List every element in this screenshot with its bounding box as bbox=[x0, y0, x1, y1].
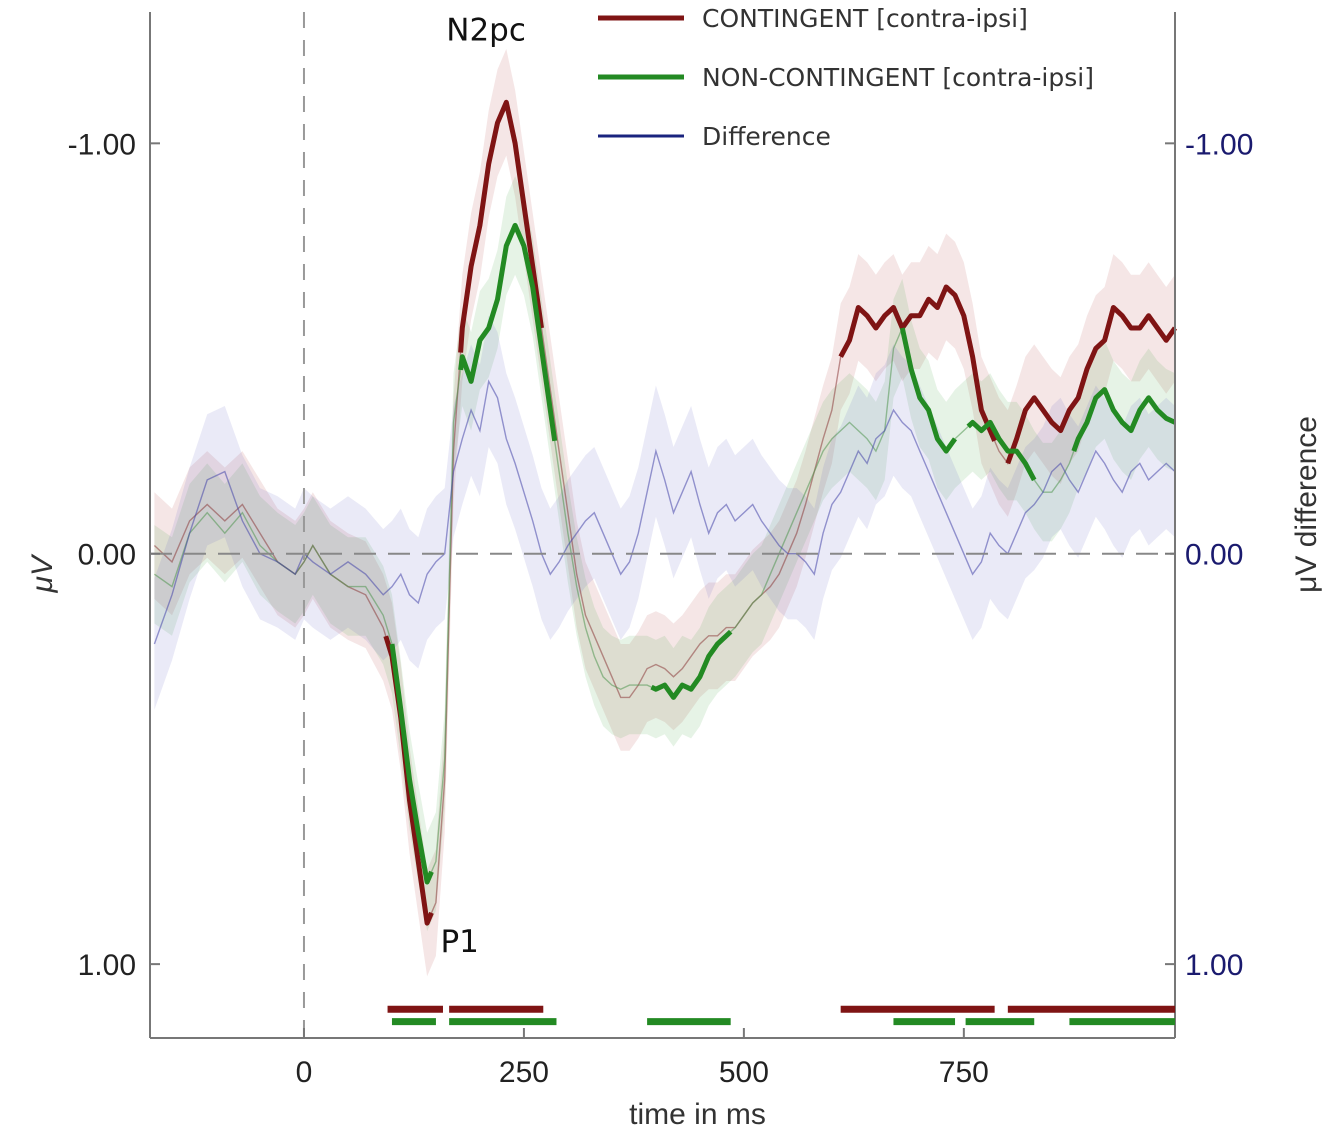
annotation-p1: P1 bbox=[440, 924, 478, 960]
y-tick-label-left: 1.00 bbox=[78, 949, 136, 982]
x-tick-label: 500 bbox=[719, 1056, 769, 1089]
noncontingent-significant-segment bbox=[966, 419, 1037, 482]
confidence-bands bbox=[154, 48, 1175, 977]
x-axis-title: time in ms bbox=[629, 1098, 766, 1131]
y-axis-title-left: μV bbox=[26, 553, 59, 593]
difference-waveform bbox=[153, 379, 1176, 645]
noncontingent-significant-segment bbox=[899, 327, 958, 454]
x-tick-label: 750 bbox=[939, 1056, 989, 1089]
y-tick-label-right: 0.00 bbox=[1185, 539, 1243, 572]
x-tick-label: 0 bbox=[296, 1056, 313, 1089]
noncontingent-significant-segment bbox=[650, 629, 733, 700]
noncontingent-significant-segment bbox=[458, 222, 558, 442]
significant-segments bbox=[383, 99, 1178, 926]
noncontingent-significant-segment bbox=[1071, 387, 1177, 452]
contingent-significant-segment bbox=[838, 284, 997, 442]
difference-confidence-band bbox=[154, 315, 1175, 710]
contingent-significant-segment bbox=[458, 99, 544, 353]
legend-label-contingent: CONTINGENT [contra-ipsi] bbox=[702, 4, 1028, 33]
noncontingent-significant-segment bbox=[389, 643, 434, 885]
legend-label-noncontingent: NON-CONTINGENT [contra-ipsi] bbox=[702, 63, 1094, 92]
significance-bars bbox=[387, 1005, 1175, 1026]
contingent-confidence-band bbox=[154, 48, 1175, 977]
reference-lines bbox=[150, 12, 1175, 1038]
annotation-n2pc: N2pc bbox=[446, 13, 526, 49]
axes: 0 250 500 750 -1.00 -1.00 0.00 0.00 1.00 1.00 bbox=[68, 12, 1253, 1089]
chart-text: time in ms μV μV difference N2pc P1 bbox=[26, 13, 1323, 1131]
contingent-significant-segment bbox=[1005, 305, 1178, 465]
y-axis-title-right: μV difference bbox=[1290, 416, 1323, 593]
legend: CONTINGENT [contra-ipsi] NON-CONTINGENT [… bbox=[598, 4, 1094, 151]
y-tick-label-left: -1.00 bbox=[68, 128, 136, 161]
y-tick-label-left: 0.00 bbox=[78, 539, 136, 572]
noncontingent-confidence-band bbox=[154, 176, 1175, 932]
legend-label-difference: Difference bbox=[702, 122, 831, 151]
y-tick-label-right: -1.00 bbox=[1185, 128, 1253, 161]
x-tick-label: 250 bbox=[499, 1056, 549, 1089]
y-tick-label-right: 1.00 bbox=[1185, 949, 1243, 982]
